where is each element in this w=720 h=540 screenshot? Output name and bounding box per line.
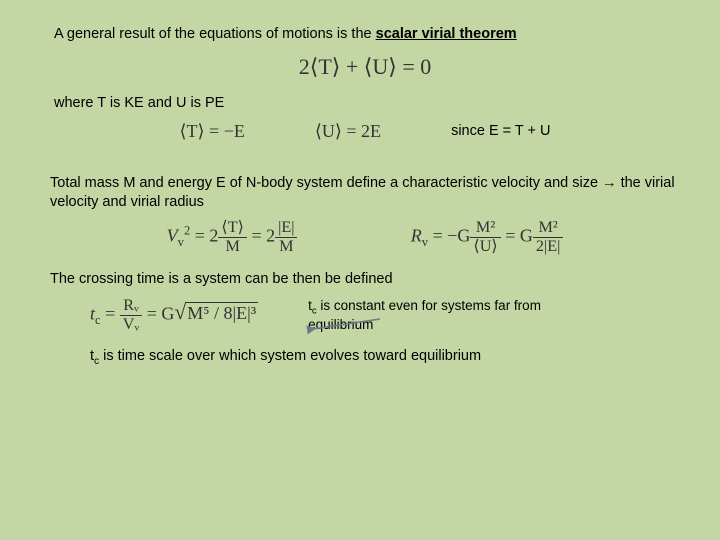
eq-Vv: Vv2 = 2⟨T⟩M = 2|E|M (167, 219, 298, 256)
eq-tc: tc = RᵥVᵥ = G√M⁵ / 8|E|³ (90, 297, 258, 334)
Rv-frac1: M²⟨U⟩ (470, 219, 500, 256)
tc-fn: Rᵥ (120, 297, 142, 316)
eq-U: ⟨U⟩ = 2E (315, 121, 381, 142)
intro-line: A general result of the equations of mot… (54, 25, 680, 44)
Vv-f1n: ⟨T⟩ (218, 219, 247, 238)
Vv-f2d: M (275, 238, 297, 256)
eq-virial: 2⟨T⟩ + ⟨U⟩ = 0 (299, 54, 431, 79)
Vv-frac1: ⟨T⟩M (218, 219, 247, 256)
eq-virial-block: 2⟨T⟩ + ⟨U⟩ = 0 (50, 54, 680, 80)
tc-final: tc is time scale over which system evolv… (90, 347, 680, 368)
since-text: since E = T + U (451, 122, 550, 141)
tc-sqrt-body: M⁵ / 8|E|³ (185, 302, 258, 324)
Vv-mid: = 2 (247, 226, 275, 246)
Rv-f2n: M² (533, 219, 563, 238)
tc-fd: Vᵥ (120, 316, 142, 334)
eq-Rv: Rv = −GM²⟨U⟩ = GM²2|E| (411, 219, 564, 256)
Rv-eq: = −G (428, 226, 470, 246)
Vv-f2n: |E| (275, 219, 297, 238)
arrow-icon (305, 315, 385, 335)
Rv-f1d: ⟨U⟩ (470, 238, 500, 256)
Rv-f1n: M² (470, 219, 500, 238)
eq-VR-row: Vv2 = 2⟨T⟩M = 2|E|M Rv = −GM²⟨U⟩ = GM²2|… (110, 219, 620, 256)
tc-sqrt: √M⁵ / 8|E|³ (174, 302, 258, 324)
tc-mid: = G (142, 303, 174, 323)
intro-bold: scalar virial theorem (376, 26, 517, 42)
eq-T: ⟨T⟩ = −E (180, 121, 245, 142)
Rv-lhs: R (411, 226, 422, 246)
where-line: where T is KE and U is PE (54, 94, 680, 113)
Vv-frac2: |E|M (275, 219, 297, 256)
tc-eq: = (101, 303, 120, 323)
Vv-f1d: M (218, 238, 247, 256)
tc-frac: RᵥVᵥ (120, 297, 142, 334)
crossing-line: The crossing time is a system can be the… (50, 270, 680, 289)
tc-row: tc = RᵥVᵥ = G√M⁵ / 8|E|³ tc is constant … (90, 297, 680, 334)
eq-TU-row: ⟨T⟩ = −E ⟨U⟩ = 2E since E = T + U (50, 121, 680, 142)
Rv-f2d: 2|E| (533, 238, 563, 256)
Rv-mid: = G (501, 226, 533, 246)
intro-pre: A general result of the equations of mot… (54, 26, 376, 42)
total-para: Total mass M and energy E of N-body syst… (50, 174, 680, 212)
tc-final-post: is time scale over which system evolves … (99, 348, 481, 364)
Vv-lhs: V (167, 226, 178, 246)
Rv-frac2: M²2|E| (533, 219, 563, 256)
Vv-eq: = 2 (190, 226, 218, 246)
